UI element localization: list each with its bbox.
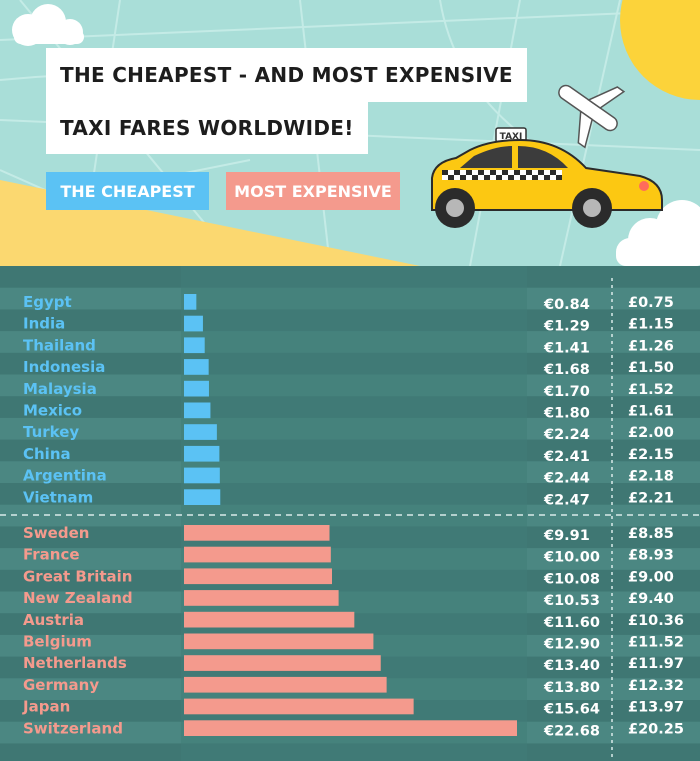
bar (184, 489, 221, 505)
eur-value: €1.68 (543, 362, 590, 378)
country-label: New Zealand (23, 589, 133, 607)
eur-value: €22.68 (543, 723, 600, 739)
bar (184, 720, 517, 736)
eur-value: €1.70 (543, 384, 590, 400)
bar (184, 590, 339, 606)
gbp-value: £1.52 (628, 382, 674, 398)
country-label: Japan (22, 698, 70, 716)
country-label: Thailand (23, 336, 96, 354)
gbp-value: £8.85 (628, 526, 674, 542)
eur-value: €2.44 (543, 471, 590, 487)
taxi-icon: TAXI (431, 127, 663, 228)
country-label: Belgium (23, 633, 92, 651)
bar (184, 315, 203, 332)
legend-most-expensive: MOST EXPENSIVE (226, 172, 400, 210)
gbp-value: £20.25 (628, 721, 684, 737)
bar (184, 359, 209, 375)
eur-value: €2.24 (543, 427, 590, 443)
bar (184, 611, 355, 628)
bar (184, 568, 332, 585)
country-label: Great Britain (23, 567, 132, 585)
bar (184, 402, 211, 419)
bar (184, 633, 374, 650)
legend-cheapest: THE CHEAPEST (46, 172, 209, 210)
gbp-value: £1.15 (628, 317, 674, 333)
country-label: Argentina (23, 467, 107, 485)
eur-value: €11.60 (543, 615, 600, 631)
airplane-icon (558, 84, 626, 149)
gbp-value: £9.40 (628, 591, 674, 607)
bar (184, 294, 197, 310)
gbp-value: £1.26 (628, 338, 674, 354)
gbp-value: £2.18 (628, 469, 674, 485)
gbp-value: £12.32 (628, 678, 684, 694)
gbp-value: £1.50 (628, 360, 674, 376)
title-line-1: THE CHEAPEST - AND MOST EXPENSIVE (46, 48, 527, 102)
bar (184, 380, 209, 397)
gbp-value: £0.75 (628, 295, 674, 311)
gbp-value: £2.15 (628, 447, 674, 463)
eur-value: €1.29 (543, 319, 590, 335)
bar (184, 337, 205, 354)
bar (184, 676, 387, 693)
eur-value: €2.47 (543, 492, 590, 508)
gbp-value: £13.97 (628, 700, 684, 716)
eur-value: €10.00 (543, 550, 600, 566)
country-label: Austria (23, 611, 84, 629)
eur-value: €13.40 (543, 658, 600, 674)
bar (184, 655, 381, 671)
gbp-value: £2.00 (628, 425, 674, 441)
country-label: Egypt (23, 293, 72, 311)
cloud-icon (616, 200, 700, 266)
gbp-value: £2.21 (628, 490, 674, 506)
header-illustration: TAXI (0, 0, 700, 266)
fares-chart: Egypt €0.84 £0.75 India €1.29 £1.15 Thailand €1… (0, 266, 700, 761)
gbp-value: £10.36 (628, 613, 684, 629)
country-label: Indonesia (23, 358, 105, 376)
eur-value: €2.41 (543, 449, 590, 465)
country-label: Switzerland (23, 719, 123, 737)
country-label: Germany (23, 676, 99, 694)
country-label: Mexico (23, 402, 82, 420)
bar (184, 546, 331, 563)
bar (184, 424, 217, 440)
cloud-icon (12, 4, 84, 46)
chart-marks: Egypt €0.84 £0.75 India €1.29 £1.15 Thailand €1… (22, 293, 684, 739)
bar (184, 525, 330, 541)
gbp-value: £11.97 (628, 656, 684, 672)
country-label: India (23, 315, 65, 333)
country-label: Netherlands (23, 654, 127, 672)
eur-value: €1.41 (543, 340, 590, 356)
eur-value: €13.80 (543, 680, 600, 696)
taxi-sign: TAXI (500, 132, 523, 142)
eur-value: €15.64 (543, 702, 600, 718)
eur-value: €10.53 (543, 593, 600, 609)
bar (184, 698, 414, 715)
country-label: France (23, 546, 80, 564)
country-label: China (23, 445, 71, 463)
eur-value: €1.80 (543, 406, 590, 422)
gbp-value: £8.93 (628, 548, 674, 564)
eur-value: €10.08 (543, 571, 600, 587)
bar (184, 445, 220, 462)
eur-value: €12.90 (543, 637, 600, 653)
title-line-2: TAXI FARES WORLDWIDE! (46, 102, 368, 154)
gbp-value: £11.52 (628, 635, 684, 651)
bar (184, 467, 220, 484)
gbp-value: £9.00 (628, 569, 674, 585)
gbp-value: £1.61 (628, 404, 674, 420)
eur-value: €0.84 (543, 297, 590, 313)
eur-value: €9.91 (543, 528, 590, 544)
country-label: Turkey (23, 423, 79, 441)
country-label: Vietnam (23, 488, 93, 506)
country-label: Malaysia (23, 380, 97, 398)
sun-icon (620, 0, 700, 100)
country-label: Sweden (23, 524, 89, 542)
header-banner: TAXI THE CHEAP (0, 0, 700, 266)
